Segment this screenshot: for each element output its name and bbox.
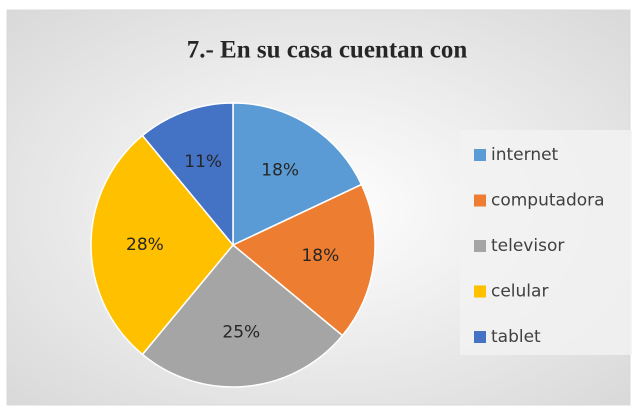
- chart-title: 7.- En su casa cuentan con: [187, 37, 468, 64]
- pie-slice: [141, 243, 344, 388]
- data-label: 11%: [184, 152, 222, 172]
- data-label: 18%: [261, 161, 299, 181]
- data-label: 25%: [222, 323, 260, 343]
- pie-slice: [141, 102, 234, 248]
- legend-swatch: [474, 285, 486, 298]
- legend-label: televisor: [491, 236, 564, 256]
- legend-label: internet: [491, 145, 559, 165]
- legend-label: tablet: [491, 327, 541, 347]
- legend-label: celular: [491, 282, 548, 302]
- legend-box: [460, 130, 632, 355]
- data-label: 18%: [301, 246, 339, 266]
- legend-swatch: [474, 149, 486, 161]
- legend-swatch: [474, 240, 486, 252]
- legend-swatch: [474, 194, 486, 207]
- data-label: 28%: [126, 235, 164, 255]
- legend-swatch: [474, 331, 486, 343]
- pie-slice: [232, 102, 363, 247]
- legend-label: computadora: [491, 191, 605, 211]
- pie-slice: [231, 183, 376, 337]
- pie-slice: [90, 134, 234, 356]
